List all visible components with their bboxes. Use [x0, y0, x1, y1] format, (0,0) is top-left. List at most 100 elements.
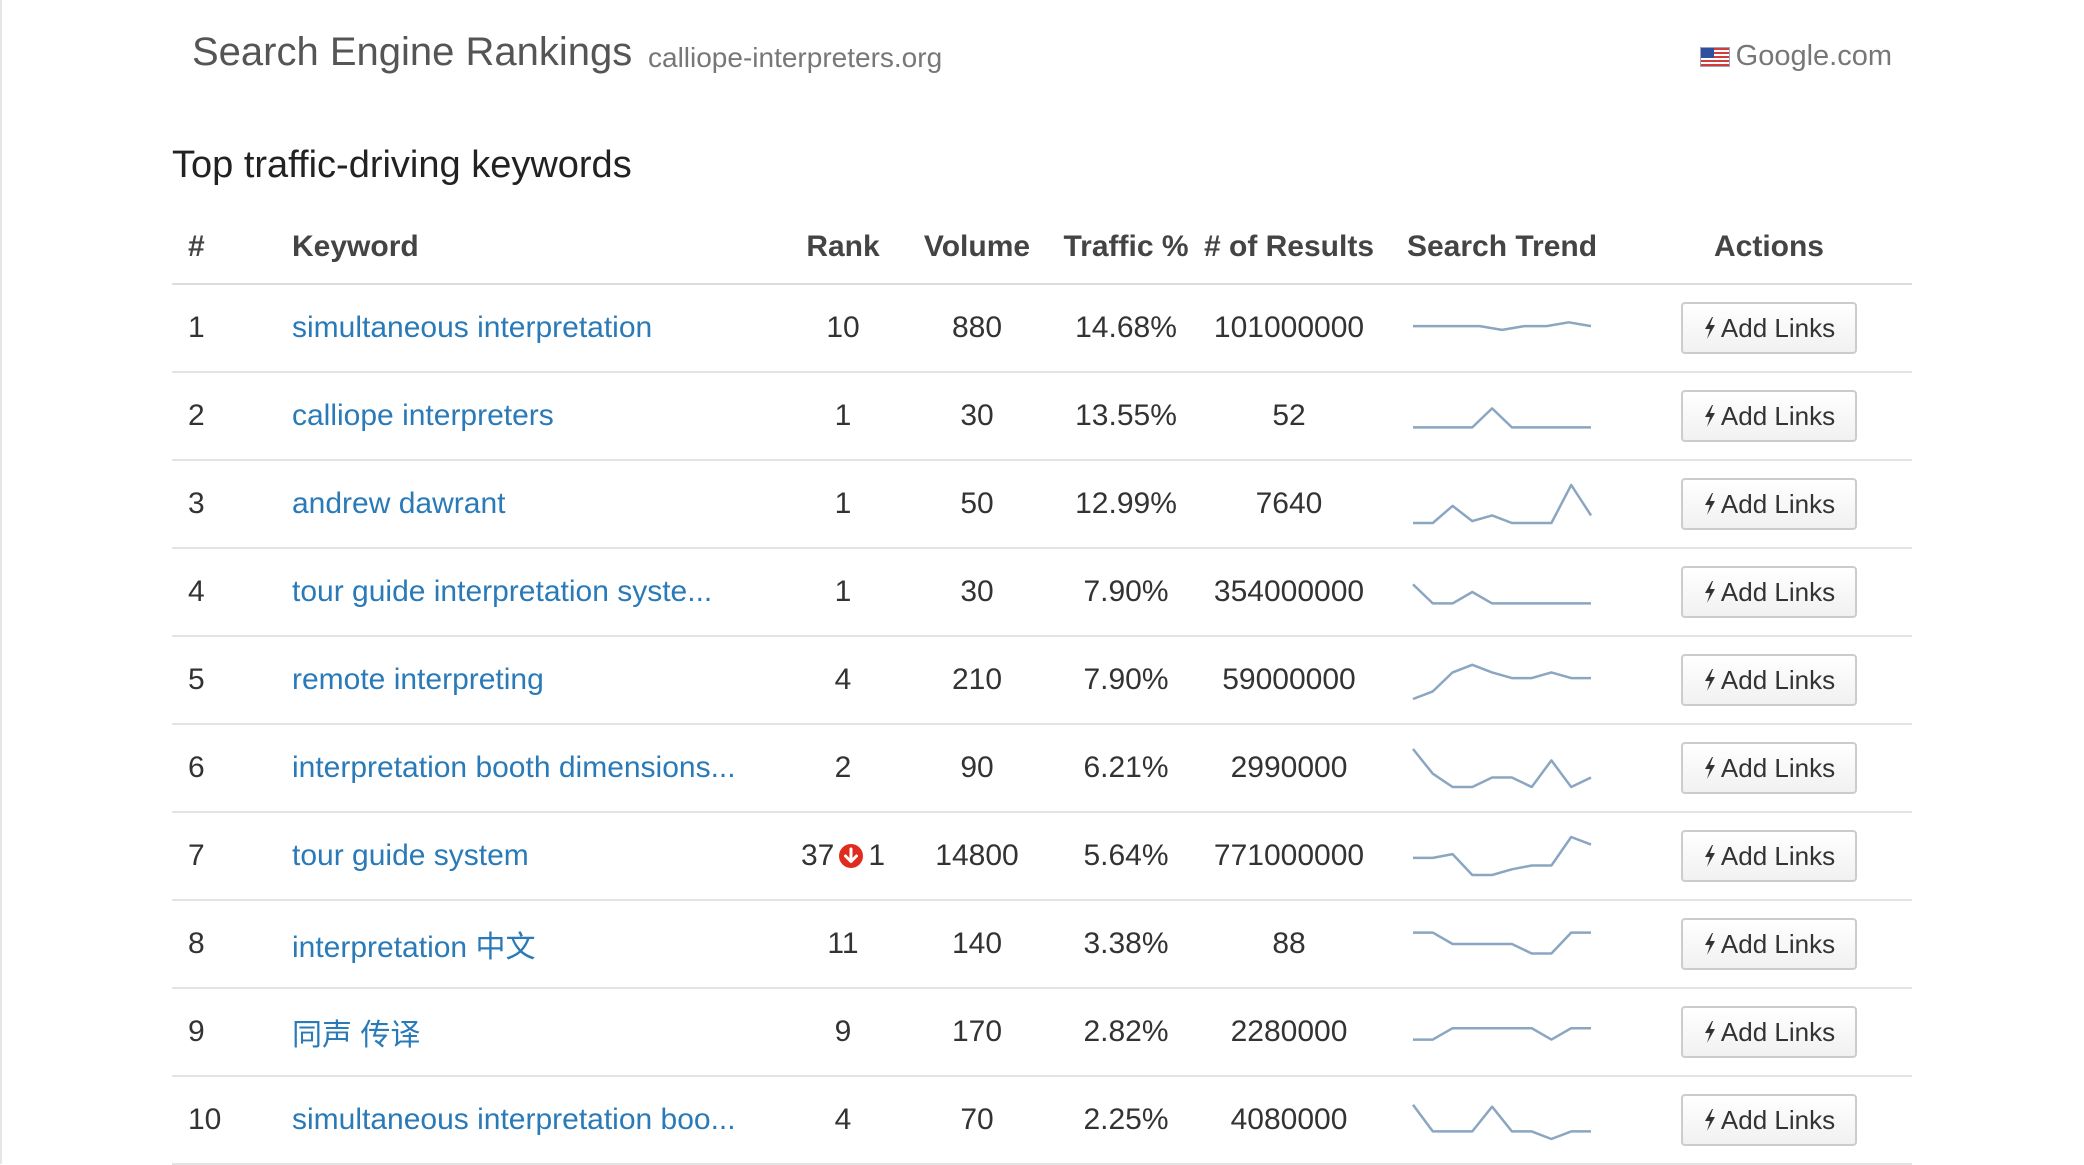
add-links-label: Add Links [1720, 752, 1836, 783]
bolt-icon [1704, 1021, 1715, 1043]
results-cell: 88 [1200, 900, 1378, 989]
actions-cell: Add Links [1626, 988, 1912, 1077]
keyword-link[interactable]: 同声 传译 [292, 1019, 421, 1052]
actions-cell: Add Links [1626, 372, 1912, 461]
sparkline-line [1412, 583, 1591, 605]
keyword-cell: calliope interpreters [284, 372, 784, 461]
trend-cell [1378, 548, 1626, 637]
keyword-cell: 同声 传译 [284, 988, 784, 1077]
keyword-cell: tour guide interpretation syste... [284, 548, 784, 637]
column-header-volume[interactable]: Volume [902, 211, 1052, 285]
add-links-label: Add Links [1720, 312, 1836, 343]
add-links-button[interactable]: Add Links [1681, 654, 1857, 706]
actions-cell: Add Links [1626, 284, 1912, 373]
volume-cell: 70 [902, 1076, 1052, 1165]
row-number: 2 [172, 372, 284, 461]
add-links-button[interactable]: Add Links [1681, 566, 1857, 618]
add-links-button[interactable]: Add Links [1681, 1006, 1857, 1058]
bolt-icon [1704, 845, 1715, 867]
column-header-keyword[interactable]: Keyword [284, 211, 784, 285]
row-number: 8 [172, 900, 284, 989]
add-links-button[interactable]: Add Links [1681, 918, 1857, 970]
column-header-traffic[interactable]: Traffic % [1052, 211, 1200, 285]
traffic-cell: 5.64% [1052, 812, 1200, 901]
rank-value: 1 [834, 487, 852, 520]
column-header-num[interactable]: # [172, 211, 284, 285]
volume-cell: 170 [902, 988, 1052, 1077]
keyword-link[interactable]: interpretation 中文 [292, 931, 536, 964]
trend-cell [1378, 988, 1626, 1077]
row-number: 7 [172, 812, 284, 901]
actions-cell: Add Links [1626, 548, 1912, 637]
keyword-link[interactable]: simultaneous interpretation [292, 311, 653, 344]
sparkline-line [1413, 931, 1591, 955]
column-header-rank[interactable]: Rank [784, 211, 902, 285]
keyword-link[interactable]: andrew dawrant [292, 487, 506, 520]
add-links-button[interactable]: Add Links [1681, 302, 1857, 354]
results-cell: 354000000 [1200, 548, 1378, 637]
table-row: 3 andrew dawrant 1 50 12.99% 7640 Add Links [172, 460, 1912, 549]
keywords-table-body: 1 simultaneous interpretation 10 880 14.68% 1… [172, 284, 1912, 1165]
table-row: 8 interpretation 中文 11 140 3.38% 88 Add Links [172, 900, 1912, 989]
page-left-border [0, 0, 2, 1164]
add-links-label: Add Links [1720, 400, 1836, 431]
rank-cell: 10 [784, 284, 902, 373]
keyword-link[interactable]: tour guide interpretation syste... [292, 575, 713, 608]
column-header-trend[interactable]: Search Trend [1378, 211, 1626, 285]
rank-value: 1 [834, 399, 852, 432]
search-engine-selector[interactable]: Google.com [1699, 40, 1892, 73]
table-row: 1 simultaneous interpretation 10 880 14.68% 1… [172, 284, 1912, 373]
rank-value: 10 [826, 311, 860, 344]
keyword-cell: interpretation booth dimensions... [284, 724, 784, 813]
traffic-cell: 12.99% [1052, 460, 1200, 549]
column-header-results[interactable]: # of Results [1200, 211, 1378, 285]
add-links-button[interactable]: Add Links [1681, 1094, 1857, 1146]
add-links-button[interactable]: Add Links [1681, 830, 1857, 882]
table-header-row: # Keyword Rank Volume Traffic % # of Res… [172, 211, 1912, 285]
add-links-button[interactable]: Add Links [1681, 478, 1857, 530]
sparkline-line [1413, 483, 1593, 525]
rank-cell: 2 [784, 724, 902, 813]
keyword-link[interactable]: tour guide system [292, 839, 529, 872]
add-links-label: Add Links [1720, 488, 1836, 519]
row-number: 10 [172, 1076, 284, 1165]
add-links-label: Add Links [1720, 840, 1836, 871]
volume-cell: 14800 [902, 812, 1052, 901]
bolt-icon [1704, 317, 1715, 339]
table-row: 2 calliope interpreters 1 30 13.55% 52 Add Lin… [172, 372, 1912, 461]
search-engine-label: Google.com [1735, 40, 1892, 72]
volume-cell: 30 [902, 548, 1052, 637]
add-links-button[interactable]: Add Links [1681, 742, 1857, 794]
us-flag-icon [1699, 46, 1730, 67]
rank-value-group: 4 [835, 1103, 852, 1137]
search-trend-sparkline [1411, 1104, 1591, 1141]
rank-cell: 37 1 [784, 812, 902, 901]
table-row: 9 同声 传译 9 170 2.82% 2280000 Add Links [172, 988, 1912, 1077]
rank-value: 1 [834, 575, 852, 608]
keyword-link[interactable]: interpretation booth dimensions... [292, 751, 736, 784]
volume-cell: 210 [902, 636, 1052, 725]
bolt-icon [1704, 933, 1715, 955]
keyword-cell: remote interpreting [284, 636, 784, 725]
rank-down-icon [839, 844, 864, 868]
keyword-link[interactable]: calliope interpreters [292, 399, 554, 432]
rank-cell: 1 [784, 460, 902, 549]
section-title: Top traffic-driving keywords [172, 144, 632, 186]
add-links-label: Add Links [1720, 576, 1836, 607]
keyword-link[interactable]: remote interpreting [292, 663, 544, 696]
trend-cell [1378, 812, 1626, 901]
rank-value: 2 [834, 751, 852, 784]
traffic-cell: 7.90% [1052, 636, 1200, 725]
rank-change-value: 1 [868, 839, 886, 872]
results-cell: 59000000 [1200, 636, 1378, 725]
rank-value-group: 11 [827, 927, 858, 961]
keyword-link[interactable]: simultaneous interpretation boo... [292, 1103, 736, 1136]
sparkline-line [1413, 407, 1591, 429]
volume-cell: 50 [902, 460, 1052, 549]
row-number: 1 [172, 284, 284, 373]
add-links-button[interactable]: Add Links [1681, 390, 1857, 442]
rank-value-group: 37 1 [801, 839, 885, 873]
actions-cell: Add Links [1626, 900, 1912, 989]
results-cell: 2280000 [1200, 988, 1378, 1077]
actions-cell: Add Links [1626, 812, 1912, 901]
